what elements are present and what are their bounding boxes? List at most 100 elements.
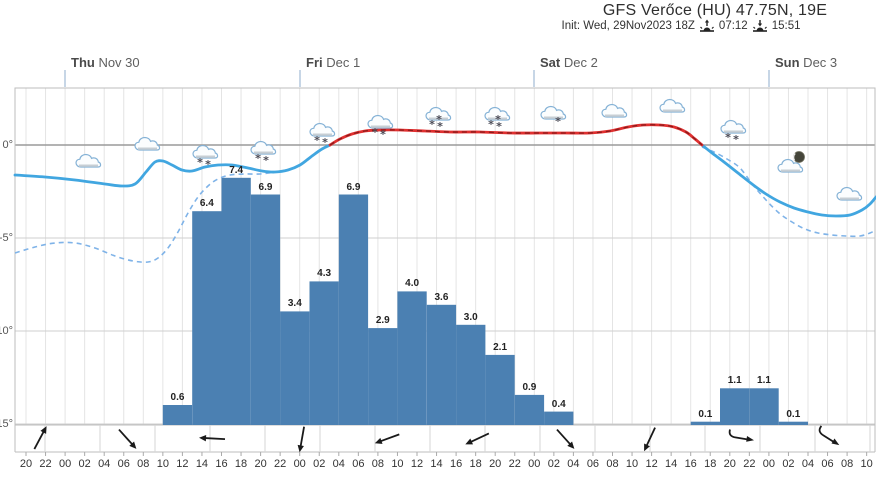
svg-text:*: *	[437, 120, 443, 133]
precip-bar	[720, 388, 750, 425]
precip-value: 6.9	[346, 181, 361, 193]
hour-label: 12	[645, 458, 658, 470]
svg-text:*: *	[496, 120, 502, 133]
precip-value: 3.6	[434, 291, 449, 303]
cloud-snow2-icon: * *	[367, 114, 394, 141]
precip-bar	[426, 304, 457, 425]
cloud-icon	[601, 103, 628, 118]
hour-label: 06	[821, 458, 834, 470]
day-name: Sun	[775, 55, 800, 70]
wind-direction-arrow	[199, 434, 226, 442]
chart-subtitle: Init: Wed, 29Nov2023 18Z 07:12 15:51	[516, 19, 846, 33]
hour-label: 02	[782, 458, 795, 470]
cloud-snow2-icon: * *	[309, 122, 336, 149]
hour-label: 18	[704, 458, 717, 470]
hour-label: 02	[313, 458, 326, 470]
day-date: Dec 3	[799, 55, 838, 70]
cloud-icon	[134, 136, 161, 151]
precip-value: 0.9	[522, 381, 537, 393]
day-name: Fri	[306, 55, 323, 70]
hour-label: 04	[567, 458, 580, 470]
day-name: Sat	[540, 55, 561, 70]
cloud-snow2-icon: * *	[720, 119, 747, 146]
svg-text:*: *	[205, 158, 211, 171]
wind-direction-arrow	[118, 428, 137, 449]
precip-bar	[250, 194, 281, 425]
svg-text:*: *	[197, 156, 203, 169]
precip-bar	[544, 411, 574, 425]
precip-value: 1.1	[757, 375, 771, 387]
precip-value: 6.9	[258, 181, 273, 193]
temperature-line-cold-1	[13, 143, 332, 188]
svg-text:*: *	[314, 134, 320, 147]
hour-label: 22	[743, 458, 756, 470]
svg-text:*: *	[488, 118, 494, 131]
hour-label: 14	[665, 458, 678, 470]
hour-label: 20	[723, 458, 736, 470]
precip-bar	[309, 281, 339, 425]
hour-label: 20	[489, 458, 502, 470]
hour-label: 08	[371, 458, 385, 470]
hour-label: 04	[801, 458, 815, 470]
precip-bar	[514, 394, 545, 425]
day-label: Thu Nov 30	[71, 55, 140, 70]
sunrise-icon	[699, 19, 714, 32]
hour-label: 14	[430, 458, 443, 470]
precip-value: 3.0	[463, 311, 478, 323]
hour-label: 12	[176, 458, 189, 470]
hour-label: 08	[606, 458, 619, 470]
hour-label: 18	[469, 458, 482, 470]
hour-label: 08	[137, 458, 150, 470]
precip-bar	[397, 291, 427, 425]
precip-value: 4.3	[317, 268, 332, 280]
chart-title: GFS Verőce (HU) 47.75N, 19E	[602, 2, 828, 19]
sunrise-time: 07:12	[718, 20, 748, 32]
dewpoint-line-cold-2	[701, 146, 876, 238]
sunset-icon	[752, 20, 767, 32]
precip-value: 6.4	[199, 198, 214, 210]
precip-value: 3.4	[287, 298, 302, 310]
day-label: Sat Dec 2	[540, 55, 598, 70]
precip-value: 7.4	[229, 164, 244, 176]
hour-label: 06	[352, 458, 365, 470]
hour-label: 22	[508, 458, 521, 470]
wind-direction-arrow	[818, 425, 840, 446]
day-date: Dec 2	[560, 55, 598, 70]
hour-label: 12	[410, 458, 424, 470]
precip-bar	[338, 194, 369, 425]
sunset-time: 15:51	[771, 20, 801, 32]
dewpoint-line-warm	[329, 124, 703, 146]
wind-direction-arrow	[374, 433, 400, 444]
svg-text:*: *	[725, 131, 731, 144]
hour-label: 10	[156, 458, 169, 470]
precip-value: 2.1	[493, 341, 508, 353]
precip-bar	[485, 354, 515, 425]
hour-label: 20	[19, 458, 33, 470]
svg-text:*: *	[733, 133, 739, 146]
wind-direction-arrow	[556, 428, 575, 449]
wind-direction-arrow	[297, 426, 305, 453]
init-label: Init: Wed, 29Nov2023 18Z	[561, 20, 695, 32]
day-label: Sun Dec 3	[775, 55, 837, 70]
y-axis-label: -10°	[0, 325, 13, 337]
precip-value: 0.6	[170, 391, 185, 403]
hour-label: 06	[586, 458, 600, 470]
wind-direction-arrow	[33, 426, 47, 450]
precip-bar	[778, 421, 808, 425]
cloud-snow1-icon: *	[540, 105, 567, 128]
precip-bar	[749, 388, 779, 425]
hour-label: 22	[39, 458, 52, 470]
cloud-icon	[75, 153, 102, 168]
hour-label: 10	[625, 458, 639, 470]
day-date: Dec 1	[322, 55, 361, 70]
svg-text:*: *	[372, 126, 378, 139]
svg-text:*: *	[255, 152, 261, 165]
precip-value: 1.1	[727, 375, 742, 387]
hour-label: 22	[274, 458, 287, 470]
hour-label: 00	[58, 458, 72, 470]
hour-label: 20	[254, 458, 267, 470]
precip-value: 0.4	[551, 398, 566, 410]
svg-text:*: *	[263, 154, 269, 167]
cloud-icon	[659, 98, 686, 113]
